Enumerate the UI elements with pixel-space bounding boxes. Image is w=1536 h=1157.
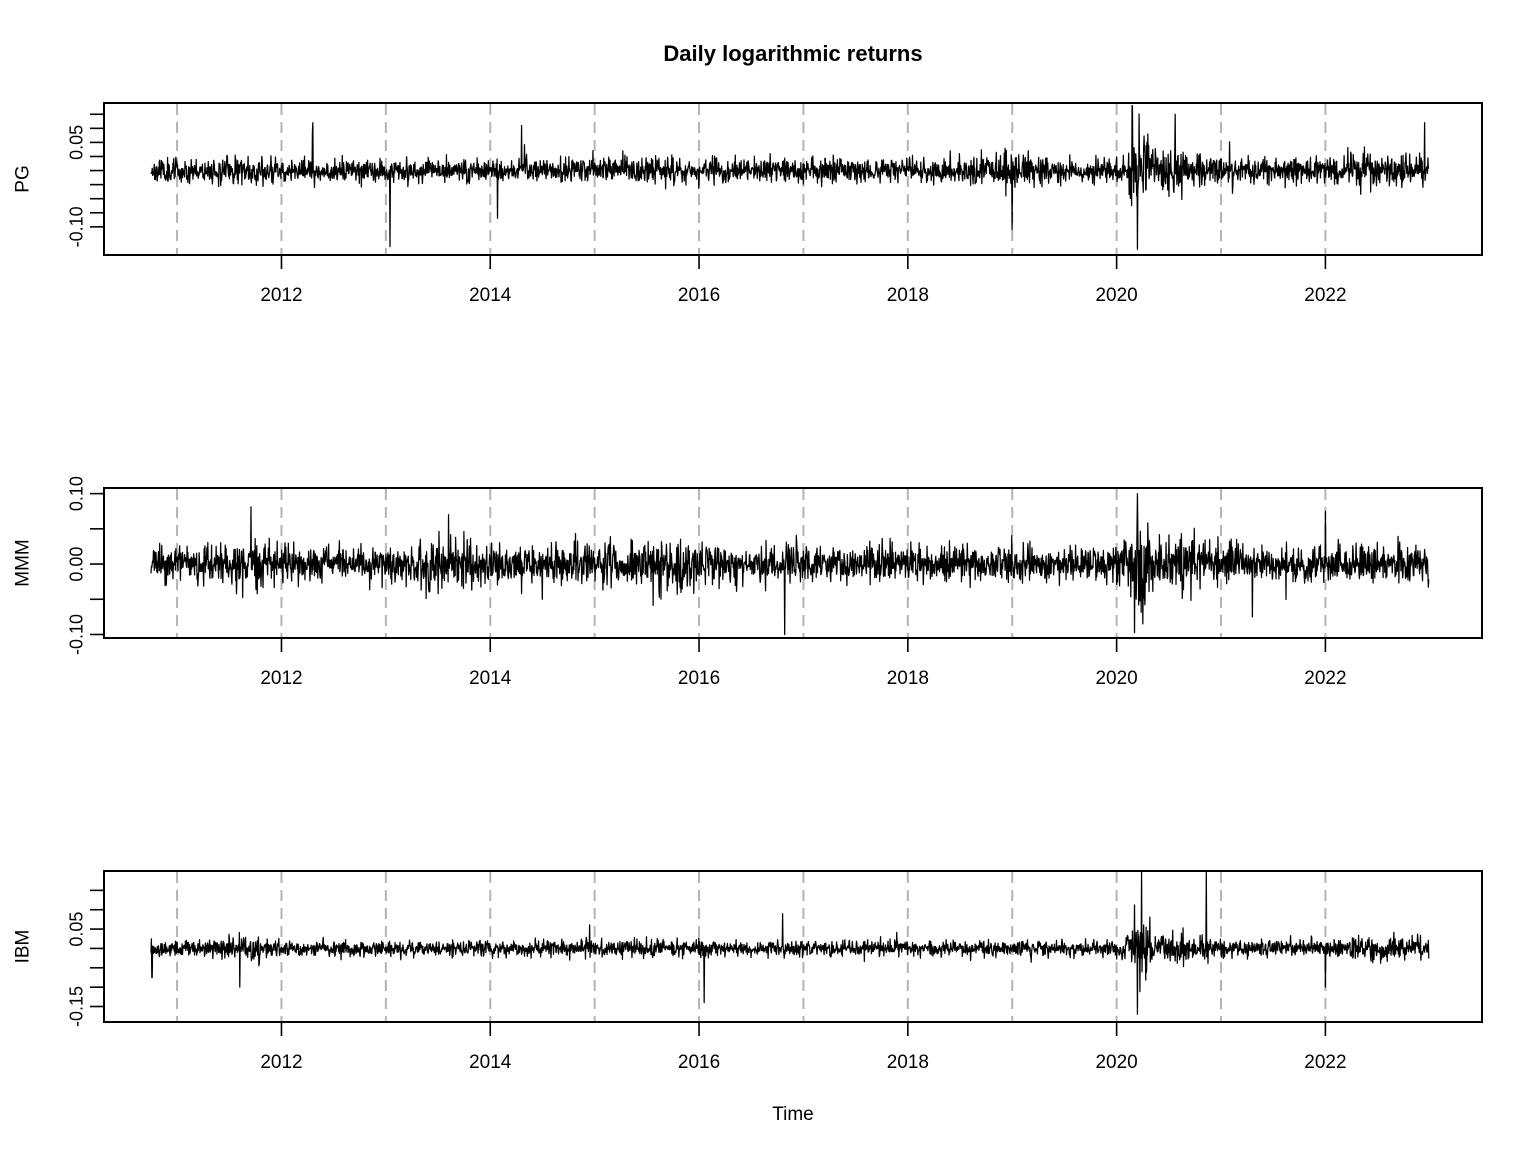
x-axis-title: Time [772, 1104, 814, 1125]
x-tick-label: 2018 [887, 668, 929, 689]
x-tick-label: 2012 [260, 668, 302, 689]
x-tick-label: 2016 [678, 1052, 720, 1073]
x-tick-label: 2020 [1095, 285, 1137, 306]
x-tick-label: 2012 [260, 1052, 302, 1073]
x-tick-label: 2022 [1304, 668, 1346, 689]
panel-ibm: -0.15 0.05 IBM 2012 2014 2016 2018 2020 2022 [13, 870, 1483, 1073]
y-axis-label: PG [13, 165, 34, 192]
x-tick-label: 2014 [469, 1052, 512, 1073]
y-tick-label: 0.05 [66, 125, 86, 160]
y-tick-label: 0.05 [66, 912, 86, 947]
x-tick-label: 2016 [678, 668, 720, 689]
y-axis-label: IBM [13, 930, 34, 964]
chart-title: Daily logarithmic returns [663, 41, 922, 66]
y-axis-label: MMM [13, 539, 34, 586]
y-tick-label: -0.15 [66, 986, 86, 1027]
x-tick-label: 2012 [260, 285, 302, 306]
y-tick-label: -0.10 [66, 206, 86, 247]
x-tick-label: 2014 [469, 668, 512, 689]
panel-pg: -0.10 0.05 PG 2012 2014 2016 2018 2020 2022 [13, 102, 1483, 306]
series-line-mmm [150, 493, 1430, 636]
x-tick-label: 2014 [469, 285, 512, 306]
y-tick-label: -0.10 [66, 614, 86, 655]
x-tick-label: 2020 [1095, 668, 1137, 689]
x-tick-label: 2018 [887, 285, 929, 306]
x-tick-label: 2022 [1304, 285, 1346, 306]
panel-mmm: -0.10 0.00 0.10 MMM 2012 2014 2016 2018 2020 2022 [13, 476, 1483, 689]
y-tick-label: 0.00 [66, 547, 86, 582]
series-line-ibm [150, 870, 1430, 1015]
x-tick-label: 2016 [678, 285, 720, 306]
series-line-pg [150, 105, 1430, 250]
y-tick-label: 0.10 [66, 476, 86, 511]
x-tick-label: 2020 [1095, 1052, 1137, 1073]
x-tick-label: 2018 [887, 1052, 929, 1073]
x-tick-label: 2022 [1304, 1052, 1346, 1073]
plot-frame [103, 102, 1483, 256]
